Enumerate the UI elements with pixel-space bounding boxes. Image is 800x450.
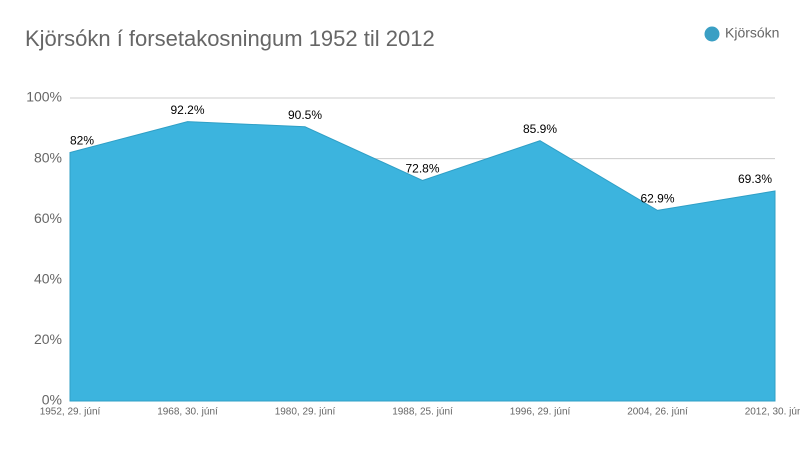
data-label: 92.2% — [170, 103, 204, 117]
data-label: 82% — [70, 134, 94, 148]
x-tick-label: 1952, 29. júní — [40, 407, 101, 418]
data-label: 85.9% — [523, 122, 557, 136]
y-tick-label: 100% — [26, 89, 62, 105]
chart-title: Kjörsókn í forsetakosningum 1952 til 201… — [25, 26, 435, 51]
y-tick-label: 20% — [34, 331, 62, 347]
x-tick-label: 1980, 29. júní — [275, 407, 336, 418]
data-label: 69.3% — [738, 172, 772, 186]
y-tick-label: 0% — [42, 392, 62, 408]
x-tick-label: 1968, 30. júní — [157, 407, 218, 418]
x-tick-label: 1996, 29. júní — [510, 407, 571, 418]
x-tick-label: 2012, 30. júní — [745, 407, 800, 418]
y-tick-label: 60% — [34, 210, 62, 226]
legend-marker — [704, 26, 720, 42]
x-tick-label: 2004, 26. júní — [627, 407, 688, 418]
x-tick-label: 1988, 25. júní — [392, 407, 453, 418]
data-label: 72.8% — [405, 162, 439, 176]
y-tick-label: 40% — [34, 271, 62, 287]
legend-label: Kjörsókn — [725, 25, 779, 41]
data-label: 90.5% — [288, 108, 322, 122]
data-label: 62.9% — [640, 192, 674, 206]
area — [69, 121, 776, 402]
y-tick-label: 80% — [34, 149, 62, 165]
